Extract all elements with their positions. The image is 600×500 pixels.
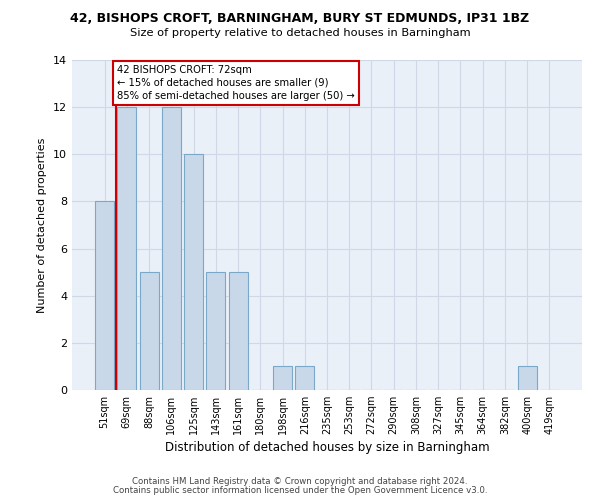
Bar: [273, 366, 292, 390]
Bar: [295, 366, 314, 390]
Bar: [518, 366, 536, 390]
X-axis label: Distribution of detached houses by size in Barningham: Distribution of detached houses by size …: [164, 442, 490, 454]
Bar: [95, 202, 114, 390]
Bar: [229, 272, 248, 390]
Text: 42, BISHOPS CROFT, BARNINGHAM, BURY ST EDMUNDS, IP31 1BZ: 42, BISHOPS CROFT, BARNINGHAM, BURY ST E…: [70, 12, 530, 26]
Bar: [184, 154, 203, 390]
Bar: [162, 107, 181, 390]
Text: Contains HM Land Registry data © Crown copyright and database right 2024.: Contains HM Land Registry data © Crown c…: [132, 477, 468, 486]
Bar: [206, 272, 225, 390]
Bar: [118, 107, 136, 390]
Text: 42 BISHOPS CROFT: 72sqm
← 15% of detached houses are smaller (9)
85% of semi-det: 42 BISHOPS CROFT: 72sqm ← 15% of detache…: [117, 64, 355, 101]
Text: Contains public sector information licensed under the Open Government Licence v3: Contains public sector information licen…: [113, 486, 487, 495]
Text: Size of property relative to detached houses in Barningham: Size of property relative to detached ho…: [130, 28, 470, 38]
Bar: [140, 272, 158, 390]
Y-axis label: Number of detached properties: Number of detached properties: [37, 138, 47, 312]
